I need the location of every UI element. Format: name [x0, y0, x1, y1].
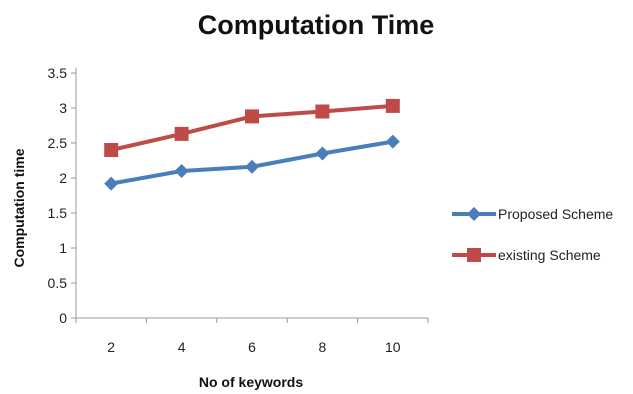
legend-label: existing Scheme — [498, 247, 601, 263]
data-point — [245, 159, 259, 174]
chart-title: Computation Time — [198, 10, 435, 40]
x-ticks: 2 4 6 8 10 — [75, 318, 429, 355]
x-tick-label: 8 — [319, 339, 327, 355]
legend-item-2: existing Scheme — [452, 247, 601, 263]
data-point — [174, 126, 189, 141]
legend: Proposed Scheme existing Scheme — [452, 206, 613, 263]
data-point — [104, 176, 119, 191]
y-tick-label: 3.5 — [48, 65, 68, 81]
y-axis-label: Computation time — [11, 148, 27, 267]
legend-label: Proposed Scheme — [498, 206, 613, 222]
y-tick-label: 1 — [59, 240, 67, 256]
x-tick-label: 10 — [385, 339, 401, 355]
legend-marker — [467, 207, 481, 221]
x-tick-label: 4 — [178, 339, 186, 355]
data-point — [174, 164, 189, 178]
x-tick-label: 6 — [248, 339, 256, 355]
data-point — [245, 109, 259, 124]
legend-item-1: Proposed Scheme — [452, 206, 613, 222]
data-point — [385, 98, 400, 113]
series-layer — [104, 98, 400, 191]
y-tick-label: 0 — [59, 310, 67, 326]
y-tick-label: 2.5 — [48, 135, 68, 151]
data-point — [315, 146, 330, 161]
y-tick-label: 2 — [59, 170, 67, 186]
x-axis-label: No of keywords — [199, 374, 303, 390]
y-tick-label: 0.5 — [48, 275, 68, 291]
series-2 — [104, 98, 400, 157]
legend-marker — [467, 248, 481, 262]
data-point — [385, 134, 400, 149]
y-tick-label: 1.5 — [48, 205, 68, 221]
data-point — [315, 104, 330, 119]
y-ticks: 0 0.5 1 1.5 2 2.5 3 3.5 — [48, 65, 76, 326]
series-1 — [104, 134, 400, 191]
y-tick-label: 3 — [59, 100, 67, 116]
data-point — [104, 143, 119, 157]
x-tick-label: 2 — [107, 339, 115, 355]
